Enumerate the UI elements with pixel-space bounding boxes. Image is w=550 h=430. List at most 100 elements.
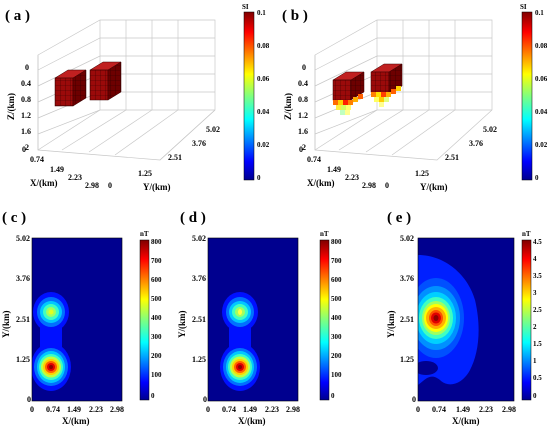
d-cb-tick-6: 200 — [331, 352, 342, 360]
c-xtick-0: 0 — [30, 405, 34, 414]
a-ztick-4: 1.6 — [21, 127, 31, 136]
b-ylabel: Y/(km) — [420, 182, 448, 192]
e-ylabel: Y/(km) — [386, 311, 396, 339]
c-cb-tick-0: 800 — [151, 238, 162, 246]
a-ytick-4: 5.02 — [206, 125, 220, 134]
d-cb-tick-3: 500 — [331, 295, 342, 303]
b-zlabel: Z/(km) — [283, 93, 293, 120]
e-ytick-0: 0 — [412, 395, 416, 404]
c-xtick-3: 2.23 — [89, 405, 103, 414]
c-cb-tick-2: 600 — [151, 276, 162, 284]
a-ytick-0: 0 — [108, 181, 112, 190]
e-cb-tick-8: 0.5 — [533, 374, 542, 382]
e-xtick-1: 0.74 — [432, 405, 446, 414]
c-cb-tick-8: 0 — [151, 392, 155, 400]
e-ytick-1: 1.25 — [400, 355, 414, 364]
a-zlabel: Z/(km) — [6, 93, 16, 120]
c-ytick-3: 3.76 — [16, 274, 30, 283]
a-ylabel: Y/(km) — [143, 182, 171, 192]
e-cb-tick-3: 3 — [533, 289, 537, 297]
a-cb-tick-1: 0.08 — [257, 42, 270, 50]
b-cb-tick-1: 0.08 — [535, 42, 548, 50]
b-cb-tick-5: 0 — [535, 174, 539, 182]
b-ytick-0: 0 — [385, 181, 389, 190]
panel-e-label: ( e ) — [387, 210, 411, 226]
d-cb-tick-8: 0 — [331, 392, 335, 400]
a-xtick-4: 2.98 — [85, 181, 99, 190]
e-cb-tick-6: 1.5 — [533, 340, 542, 348]
a-ztick-5: 2 — [25, 143, 29, 152]
panel-b-block-1 — [332, 71, 365, 115]
b-ztick-5: 2 — [302, 143, 306, 152]
d-xtick-0: 0 — [206, 405, 210, 414]
b-ztick-2: 0.8 — [298, 95, 308, 104]
b-ytick-3: 3.76 — [469, 139, 483, 148]
c-xtick-1: 0.74 — [46, 405, 60, 414]
a-cb-tick-2: 0.06 — [257, 75, 270, 83]
a-colorbar — [243, 11, 255, 181]
c-colorbar — [139, 239, 150, 401]
d-colorbar-unit: nT — [320, 230, 329, 238]
a-cb-tick-4: 0.02 — [257, 141, 270, 149]
c-cb-tick-3: 500 — [151, 295, 162, 303]
c-xlabel: X/(km) — [62, 416, 90, 426]
b-ztick-1: 0.4 — [298, 79, 308, 88]
e-cb-tick-1: 4 — [533, 255, 537, 263]
a-xlabel: X/(km) — [30, 178, 58, 188]
panel-c: ( c ) 5.02 3.76 2.51 1.25 0 Y/(km) 0 — [1, 210, 162, 426]
a-xtick-0: 0 — [22, 145, 26, 154]
d-cb-tick-5: 300 — [331, 333, 342, 341]
e-colorbar-unit: nT — [522, 230, 531, 238]
d-ytick-1: 1.25 — [192, 355, 206, 364]
a-cb-tick-3: 0.04 — [257, 108, 270, 116]
b-xtick-3: 2.23 — [345, 173, 359, 182]
e-cb-tick-4: 2.5 — [533, 306, 542, 314]
a-colorbar-unit: SI — [242, 3, 249, 11]
b-cb-tick-2: 0.06 — [535, 75, 548, 83]
c-xtick-4: 2.98 — [110, 405, 124, 414]
panel-d-label: ( d ) — [180, 210, 206, 226]
e-contours — [418, 255, 479, 385]
e-ytick-4: 5.02 — [400, 234, 414, 243]
a-ytick-1: 1.25 — [138, 169, 152, 178]
e-cb-tick-2: 3.5 — [533, 272, 542, 280]
e-xtick-3: 2.23 — [479, 405, 493, 414]
e-cb-tick-9: 0 — [533, 392, 537, 400]
d-cb-tick-1: 700 — [331, 257, 342, 265]
c-ytick-4: 5.02 — [16, 234, 30, 243]
panel-b-block-2 — [370, 63, 403, 107]
d-cb-tick-4: 400 — [331, 314, 342, 322]
d-cb-tick-7: 100 — [331, 371, 342, 379]
c-cb-tick-1: 700 — [151, 257, 162, 265]
c-ylabel: Y/(km) — [1, 311, 11, 339]
a-cb-tick-5: 0 — [257, 174, 261, 182]
panel-e: ( e ) 5.02 3.76 2.51 1.25 0 Y/(km) 0 0.7… — [386, 210, 542, 426]
a-cb-tick-0: 0.1 — [257, 9, 266, 17]
e-xtick-2: 1.49 — [456, 405, 470, 414]
d-contours — [220, 292, 260, 391]
e-xlabel: X/(km) — [452, 416, 480, 426]
b-ytick-4: 5.02 — [483, 125, 497, 134]
c-xtick-2: 1.49 — [67, 405, 81, 414]
e-cb-tick-5: 2 — [533, 323, 537, 331]
c-contours — [32, 292, 71, 391]
a-ytick-2: 2.51 — [168, 153, 182, 162]
c-cb-tick-7: 100 — [151, 371, 162, 379]
c-ytick-0: 0 — [27, 395, 31, 404]
b-ytick-1: 1.25 — [415, 169, 429, 178]
c-ytick-1: 1.25 — [16, 355, 30, 364]
b-xtick-4: 2.98 — [362, 181, 376, 190]
b-ytick-2: 2.51 — [445, 153, 459, 162]
b-ztick-4: 1.6 — [298, 127, 308, 136]
panel-a: ( a ) 0 0.4 — [5, 3, 270, 192]
e-ytick-2: 2.51 — [400, 315, 414, 324]
d-xtick-2: 1.49 — [243, 405, 257, 414]
panel-d: ( d ) 5.02 3.76 2.51 1.25 0 Y/(km) 0 — [177, 210, 342, 426]
d-ytick-4: 5.02 — [192, 234, 206, 243]
e-colorbar — [521, 239, 532, 401]
a-ztick-2: 0.8 — [21, 95, 31, 104]
e-ytick-3: 3.76 — [400, 274, 414, 283]
a-ztick-3: 1.2 — [21, 111, 31, 120]
